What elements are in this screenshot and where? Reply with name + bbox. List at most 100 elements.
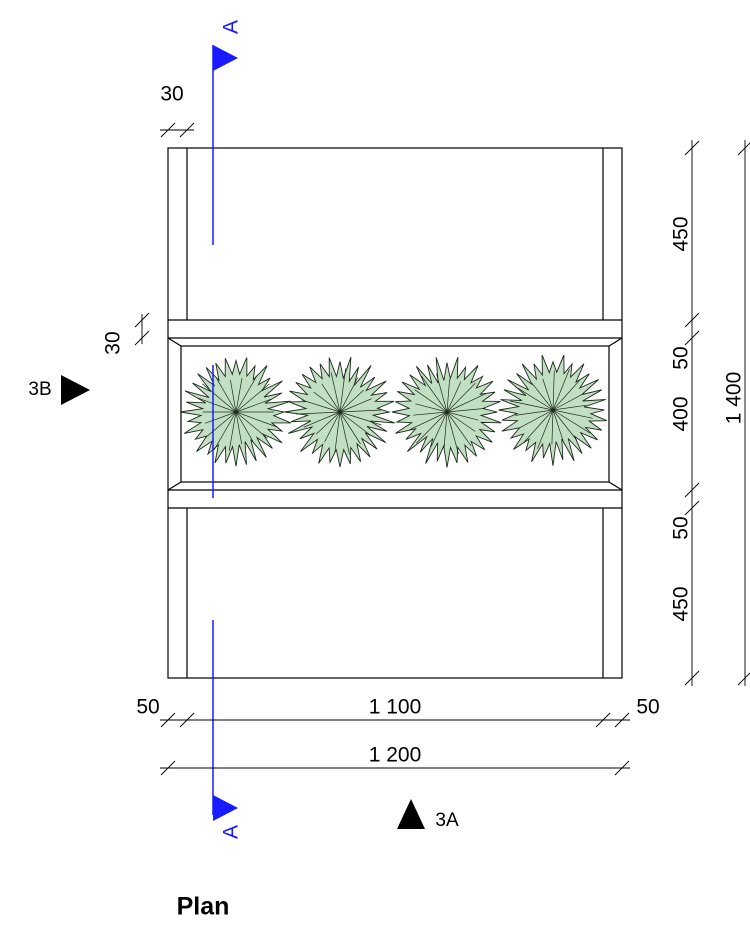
plant-leaf-vein <box>296 411 341 415</box>
plant-leaf-vein <box>339 411 370 435</box>
plant-leaf-vein <box>446 411 479 421</box>
plant-leaf-vein <box>552 409 578 441</box>
plant-leaf-vein <box>519 409 554 428</box>
plant-leaf-vein <box>301 399 341 413</box>
plant-leaf-vein <box>339 411 350 455</box>
dimension-tick <box>179 712 195 728</box>
plant-leaf-vein <box>552 404 587 411</box>
plant-leaf-vein <box>235 411 268 439</box>
plant-leaf-vein <box>446 411 472 447</box>
plant-leaf-vein <box>446 392 487 413</box>
dimension-label: 400 <box>670 396 693 431</box>
plant-leaf-vein <box>339 377 359 413</box>
dimension-tick <box>134 312 150 328</box>
plant-leaf-vein <box>552 370 555 411</box>
plant-leaf-vein <box>552 369 570 411</box>
section-arrow <box>213 45 238 71</box>
dimension-label: 450 <box>670 586 693 621</box>
outer-outline <box>167 147 623 679</box>
plants <box>180 354 607 468</box>
plant-leaf-vein <box>321 383 341 413</box>
plant-leaf-vein <box>416 411 448 444</box>
bevel <box>167 481 182 491</box>
plant-leaf-vein <box>205 411 237 438</box>
bevel <box>608 337 623 347</box>
plant-leaf-vein <box>197 397 237 413</box>
section-label: A <box>220 825 243 839</box>
drawing-title: Plan <box>177 893 230 921</box>
plant-leaf-vein <box>552 380 580 411</box>
plant-leaf-vein <box>446 411 476 432</box>
dimension-label: 1 200 <box>369 744 422 767</box>
plant-leaf-vein <box>228 411 237 451</box>
dimension-tick <box>684 330 700 346</box>
plant-leaf-vein <box>339 389 365 413</box>
plant-leaf-vein <box>443 411 448 450</box>
plant-leaf-vein <box>216 378 237 413</box>
dimension-tick <box>134 330 150 346</box>
dimension-label: 50 <box>636 696 659 719</box>
plant-leaf-vein <box>531 383 554 411</box>
plant-leaf-vein <box>542 378 554 411</box>
dimension-tick <box>614 760 630 776</box>
section-label: A <box>220 20 243 34</box>
dimension-label: 1 400 <box>723 372 746 425</box>
plant-leaf-vein <box>235 411 243 445</box>
plant-leaf-vein <box>230 380 237 413</box>
dimension-label: 50 <box>136 696 159 719</box>
plant-leaf-vein <box>324 411 341 443</box>
dimension-tick <box>160 760 176 776</box>
plant-leaf-vein <box>415 403 448 413</box>
plant-leaf-vein <box>339 409 382 413</box>
dimension-tick <box>179 122 195 138</box>
elevation-arrow <box>397 799 425 829</box>
dimension-tick <box>595 712 611 728</box>
dimension-tick <box>684 482 700 498</box>
plant-leaf-vein <box>446 411 459 455</box>
plant-leaf-vein <box>510 400 554 411</box>
plant-leaf-vein <box>552 394 583 411</box>
dimension-label: 30 <box>102 331 125 354</box>
dimension-tick <box>614 712 630 728</box>
dimension-tick <box>684 670 700 686</box>
plant-leaf-vein <box>446 379 450 413</box>
dimension-tick <box>684 140 700 156</box>
plant-leaf-vein <box>436 373 448 413</box>
dimension-tick <box>160 122 176 138</box>
planting-bed <box>180 345 610 483</box>
plant-leaf-vein <box>552 409 593 419</box>
plant-leaf-vein <box>446 382 476 413</box>
plant-leaf-vein <box>235 411 278 428</box>
plant-leaf-vein <box>421 375 448 413</box>
plant-leaf-vein <box>339 368 346 413</box>
dimension-tick <box>160 712 176 728</box>
plant-leaf-vein <box>551 409 554 445</box>
plant-leaf-vein <box>446 408 486 413</box>
plant-leaf-vein <box>303 411 341 428</box>
dimension-label: 450 <box>670 216 693 251</box>
plant-leaf-vein <box>523 409 554 443</box>
plant-leaf-vein <box>235 398 272 413</box>
plant-leaf-vein <box>515 409 554 416</box>
planter <box>167 147 623 679</box>
elevation-arrow <box>61 375 90 405</box>
plant-leaf-vein <box>315 411 341 435</box>
plant-leaf-vein <box>330 372 341 413</box>
dimensions <box>134 122 750 776</box>
dimension-tick <box>684 312 700 328</box>
plant-leaf-vein <box>430 411 448 447</box>
dimension-label: 50 <box>670 516 693 539</box>
plant-leaf-vein <box>339 411 382 426</box>
plant-leaf-vein <box>235 411 254 442</box>
plant-leaf-vein <box>339 398 372 413</box>
dimension-tick <box>737 142 750 156</box>
bevel <box>608 481 623 491</box>
plant-leaf-vein <box>414 389 448 413</box>
plant-leaf-vein <box>339 411 361 445</box>
dimension-tick <box>684 500 700 516</box>
plant-leaf-vein <box>235 383 270 413</box>
elevation-label: 3A <box>435 810 459 831</box>
plant-leaf-vein <box>446 381 462 413</box>
elevation-label: 3B <box>28 379 51 400</box>
